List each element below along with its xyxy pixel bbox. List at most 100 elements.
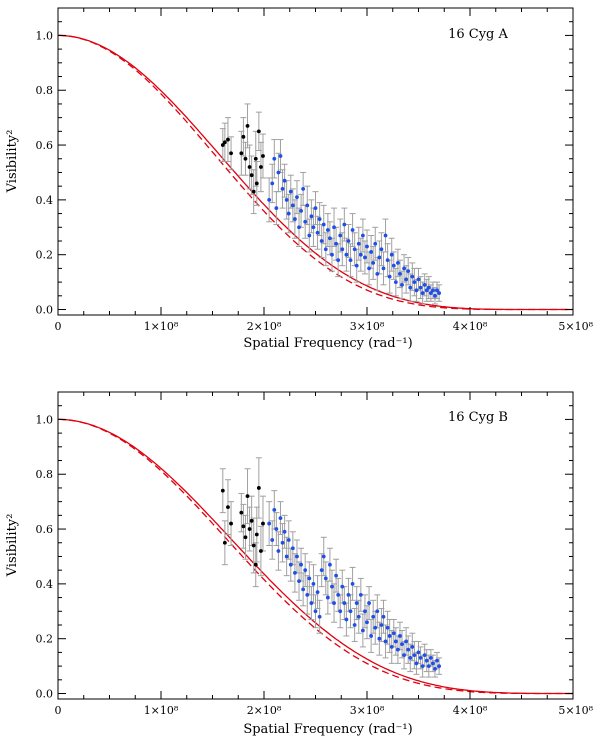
data-point-blue — [340, 584, 345, 589]
data-point-blue — [371, 614, 376, 619]
model-curve-dashed — [57, 34, 573, 311]
data-point-black — [220, 143, 225, 147]
data-point-blue — [404, 639, 409, 644]
data-point-blue — [336, 258, 341, 263]
panel-16-cyg-b: 0 1×10⁸ 2×10⁸ 3×10⁸ 4×10⁸ 5×10⁸ 0.0 0.2 0.4 0.6 0.… — [5, 391, 594, 737]
axis-ticks: 0 1×10⁸ 2×10⁸ 3×10⁸ 4×10⁸ 5×10⁸ 0.0 0.2 0.4 0.6 0.… — [36, 7, 594, 333]
panel-16-cyg-a: 0 1×10⁸ 2×10⁸ 3×10⁸ 4×10⁸ 5×10⁸ 0.0 0.2 0.4 0.6 0.… — [5, 7, 594, 351]
data-point-blue — [396, 261, 400, 265]
data-point-blue — [424, 658, 429, 663]
data-point-blue — [367, 266, 371, 271]
data-point-blue — [433, 666, 437, 671]
data-point-blue — [328, 236, 332, 241]
x-tick-label: 3×10⁸ — [350, 704, 385, 717]
data-point-blue — [274, 527, 279, 531]
data-point-blue — [437, 291, 441, 295]
data-point-blue — [358, 252, 363, 257]
data-point-blue — [309, 214, 314, 219]
data-point-blue — [267, 521, 272, 526]
data-point-blue — [295, 554, 299, 559]
data-point-black — [239, 151, 244, 156]
data-point-blue — [416, 277, 421, 282]
data-point-blue — [313, 206, 318, 210]
data-point-blue — [350, 581, 355, 586]
data-point-blue — [305, 592, 310, 597]
model-curve-solid — [58, 34, 573, 311]
x-tick-label: 0 — [55, 320, 62, 333]
data-point-black — [226, 137, 230, 142]
data-point-blue — [435, 288, 439, 293]
data-point-blue — [389, 252, 394, 257]
data-point-blue — [299, 208, 303, 213]
data-point-black — [249, 173, 254, 178]
y-tick-label: 0.4 — [36, 194, 54, 207]
data-point-blue — [365, 244, 369, 249]
data-point-blue — [274, 206, 279, 210]
data-point-blue — [422, 653, 427, 658]
data-point-black — [245, 494, 250, 499]
data-point-blue — [400, 642, 404, 647]
data-point-blue — [410, 274, 415, 279]
data-point-blue — [377, 636, 382, 641]
data-point-black — [229, 151, 233, 156]
data-point-blue — [414, 661, 419, 666]
data-point-black — [253, 562, 258, 567]
y-tick-label: 0.8 — [36, 84, 54, 97]
data-point-blue — [270, 181, 275, 186]
data-point-blue — [375, 609, 380, 614]
data-point-blue — [307, 576, 312, 581]
data-point-blue — [338, 609, 343, 614]
y-tick-label: 0.6 — [36, 523, 54, 536]
data-point-blue — [284, 197, 289, 202]
data-point-blue — [307, 233, 312, 238]
data-point-blue — [288, 189, 293, 194]
data-point-blue — [371, 261, 376, 265]
data-point-blue — [317, 217, 322, 221]
data-point-blue — [346, 239, 351, 243]
data-point-blue — [360, 628, 365, 633]
data-point-blue — [276, 549, 281, 553]
data-point-black — [247, 165, 252, 169]
data-point-blue — [437, 664, 441, 669]
data-point-blue — [375, 271, 380, 276]
data-point-blue — [389, 645, 394, 649]
data-point-blue — [391, 263, 396, 268]
data-point-blue — [435, 658, 439, 663]
y-tick-label: 0.8 — [36, 468, 54, 481]
data-point-blue — [299, 562, 303, 567]
data-point-black — [256, 129, 261, 134]
data-point-blue — [280, 187, 285, 191]
data-point-blue — [293, 571, 297, 575]
data-point-blue — [340, 247, 345, 252]
data-point-blue — [284, 554, 289, 559]
data-point-blue — [348, 258, 353, 263]
data-point-blue — [330, 584, 334, 589]
data-point-blue — [346, 592, 351, 597]
data-point-blue — [278, 154, 283, 158]
data-point-black — [243, 535, 248, 540]
x-tick-label: 1×10⁸ — [144, 704, 179, 717]
x-axis-label: Spatial Frequency (rad⁻¹) — [243, 722, 412, 737]
data-point-blue — [393, 639, 398, 644]
data-point-blue — [295, 195, 299, 200]
data-point-blue — [369, 250, 374, 254]
data-point-blue — [377, 255, 382, 260]
data-point-blue — [400, 282, 404, 287]
data-point-blue — [385, 258, 390, 263]
data-point-black — [249, 518, 254, 523]
y-tick-label: 0.4 — [36, 578, 54, 591]
data-point-black — [239, 510, 244, 515]
data-point-blue — [408, 655, 413, 660]
data-point-black — [222, 140, 227, 145]
y-axis-label: Visibility² — [5, 514, 20, 578]
data-point-black — [256, 486, 261, 490]
data-point-blue — [297, 225, 301, 230]
data-point-blue — [352, 247, 357, 252]
x-tick-label: 2×10⁸ — [247, 704, 282, 717]
data-point-blue — [286, 211, 291, 216]
data-point-blue — [272, 156, 277, 161]
x-tick-label: 1×10⁸ — [144, 320, 179, 333]
data-point-black — [241, 524, 246, 529]
